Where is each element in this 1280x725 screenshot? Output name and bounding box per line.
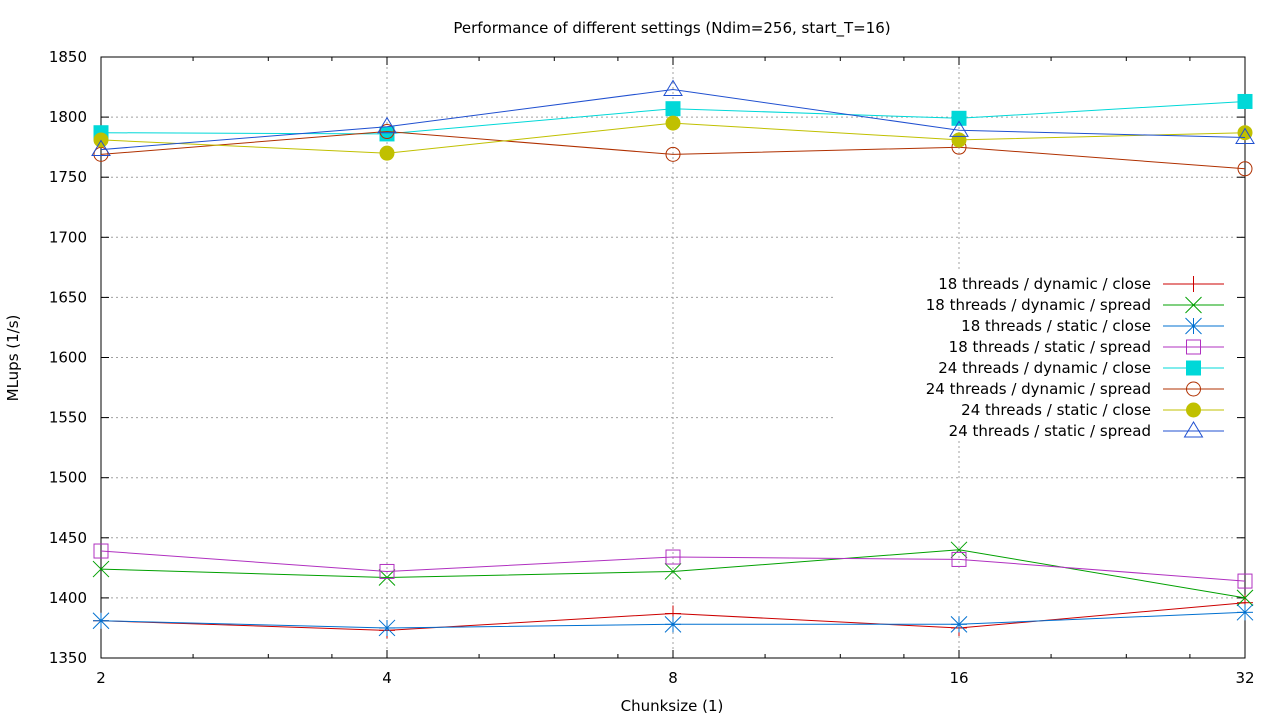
data-point bbox=[949, 120, 969, 137]
x-tick-label: 4 bbox=[382, 669, 392, 687]
data-point bbox=[93, 543, 109, 559]
y-tick-label: 1700 bbox=[49, 228, 87, 246]
legend-marker bbox=[1186, 339, 1201, 355]
legend-entry: 18 threads / dynamic / spread bbox=[926, 296, 1224, 314]
y-tick-label: 1400 bbox=[49, 589, 87, 607]
data-point bbox=[665, 115, 681, 131]
series-layer bbox=[91, 79, 1255, 639]
data-point bbox=[1237, 125, 1253, 141]
data-point bbox=[379, 124, 395, 140]
legend-label: 18 threads / dynamic / close bbox=[938, 275, 1151, 293]
data-point bbox=[950, 615, 968, 633]
data-point bbox=[91, 139, 111, 157]
legend-label: 24 threads / static / close bbox=[961, 401, 1151, 419]
y-tick-label: 1800 bbox=[49, 108, 87, 126]
y-tick-label: 1500 bbox=[49, 469, 87, 487]
legend-label: 24 threads / dynamic / close bbox=[938, 359, 1151, 377]
data-point bbox=[665, 101, 681, 117]
legend-marker bbox=[1186, 381, 1201, 397]
legend-marker bbox=[1186, 360, 1201, 376]
data-point bbox=[664, 615, 682, 633]
legend-entry: 18 threads / static / spread bbox=[949, 338, 1224, 356]
legend-label: 24 threads / dynamic / spread bbox=[926, 380, 1151, 398]
data-point bbox=[377, 116, 397, 134]
data-point bbox=[1237, 93, 1253, 109]
axes: 1350 1400 1450 1500 1550 1600 1650 1700 1750 1800… bbox=[49, 48, 1255, 687]
data-point bbox=[951, 132, 967, 148]
legend-entry: 18 threads / dynamic / close bbox=[938, 275, 1224, 293]
x-tick-label: 16 bbox=[949, 669, 968, 687]
data-point bbox=[1236, 603, 1254, 621]
legend: 18 threads / dynamic / close 18 threads /… bbox=[926, 275, 1224, 440]
series-2 bbox=[92, 541, 1254, 607]
series-line bbox=[100, 550, 1246, 582]
series-line bbox=[100, 130, 1246, 170]
y-tick-label: 1600 bbox=[49, 349, 87, 367]
data-point bbox=[950, 541, 968, 559]
x-tick-label: 2 bbox=[96, 669, 106, 687]
data-point bbox=[951, 110, 967, 126]
y-tick-label: 1550 bbox=[49, 409, 87, 427]
data-point bbox=[1237, 161, 1253, 177]
legend-entry: 18 threads / static / close bbox=[961, 317, 1224, 335]
y-tick-label: 1750 bbox=[49, 168, 87, 186]
y-tick-label: 1650 bbox=[49, 288, 87, 306]
series-3 bbox=[92, 603, 1254, 637]
legend-marker bbox=[1185, 317, 1202, 335]
x-tick-label: 8 bbox=[668, 669, 678, 687]
data-point bbox=[378, 569, 396, 586]
series-4 bbox=[93, 543, 1253, 589]
legend-marker bbox=[1185, 276, 1202, 292]
legend-label: 18 threads / static / spread bbox=[949, 338, 1151, 356]
x-axis-label: Chunksize (1) bbox=[621, 697, 724, 715]
data-point bbox=[1237, 573, 1253, 589]
legend-marker bbox=[1183, 421, 1204, 438]
legend-label: 24 threads / static / spread bbox=[949, 422, 1151, 440]
data-point bbox=[665, 146, 681, 162]
legend-marker bbox=[1185, 296, 1202, 314]
chart-title: Performance of different settings (Ndim=… bbox=[453, 19, 890, 38]
data-point bbox=[663, 79, 683, 96]
data-point bbox=[951, 551, 967, 567]
y-tick-label: 1350 bbox=[49, 649, 87, 667]
x-tick-label: 32 bbox=[1235, 669, 1254, 687]
legend-entry: 24 threads / static / spread bbox=[949, 421, 1224, 440]
legend-label: 18 threads / dynamic / spread bbox=[926, 296, 1151, 314]
data-point bbox=[379, 563, 395, 579]
series-8 bbox=[91, 79, 1255, 157]
y-tick-label: 1450 bbox=[49, 529, 87, 547]
legend-label: 18 threads / static / close bbox=[961, 317, 1151, 335]
data-point bbox=[92, 612, 110, 630]
legend-entry: 24 threads / dynamic / spread bbox=[926, 380, 1224, 398]
data-point bbox=[1236, 589, 1254, 607]
data-point bbox=[664, 563, 682, 580]
data-point bbox=[92, 560, 110, 578]
plot-frame bbox=[100, 56, 1246, 659]
data-point bbox=[1235, 127, 1255, 145]
data-point bbox=[665, 549, 681, 565]
data-point bbox=[379, 145, 395, 161]
legend-entry: 24 threads / static / close bbox=[961, 401, 1224, 419]
y-tick-label: 1850 bbox=[49, 48, 87, 66]
y-axis-label: MLups (1/s) bbox=[4, 315, 22, 402]
legend-marker bbox=[1186, 402, 1201, 418]
legend-entry: 24 threads / dynamic / close bbox=[938, 359, 1224, 377]
data-point bbox=[378, 619, 396, 637]
series-line bbox=[100, 88, 1246, 151]
